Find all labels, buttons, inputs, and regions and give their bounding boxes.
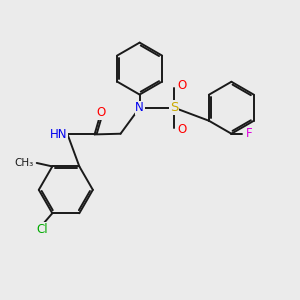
Text: S: S xyxy=(170,101,178,114)
Text: CH₃: CH₃ xyxy=(15,158,34,168)
Text: O: O xyxy=(177,80,187,92)
Text: F: F xyxy=(246,127,253,140)
Text: Cl: Cl xyxy=(36,223,48,236)
Text: HN: HN xyxy=(50,128,68,141)
Text: O: O xyxy=(96,106,105,119)
Text: O: O xyxy=(177,123,187,136)
Text: N: N xyxy=(135,101,144,114)
